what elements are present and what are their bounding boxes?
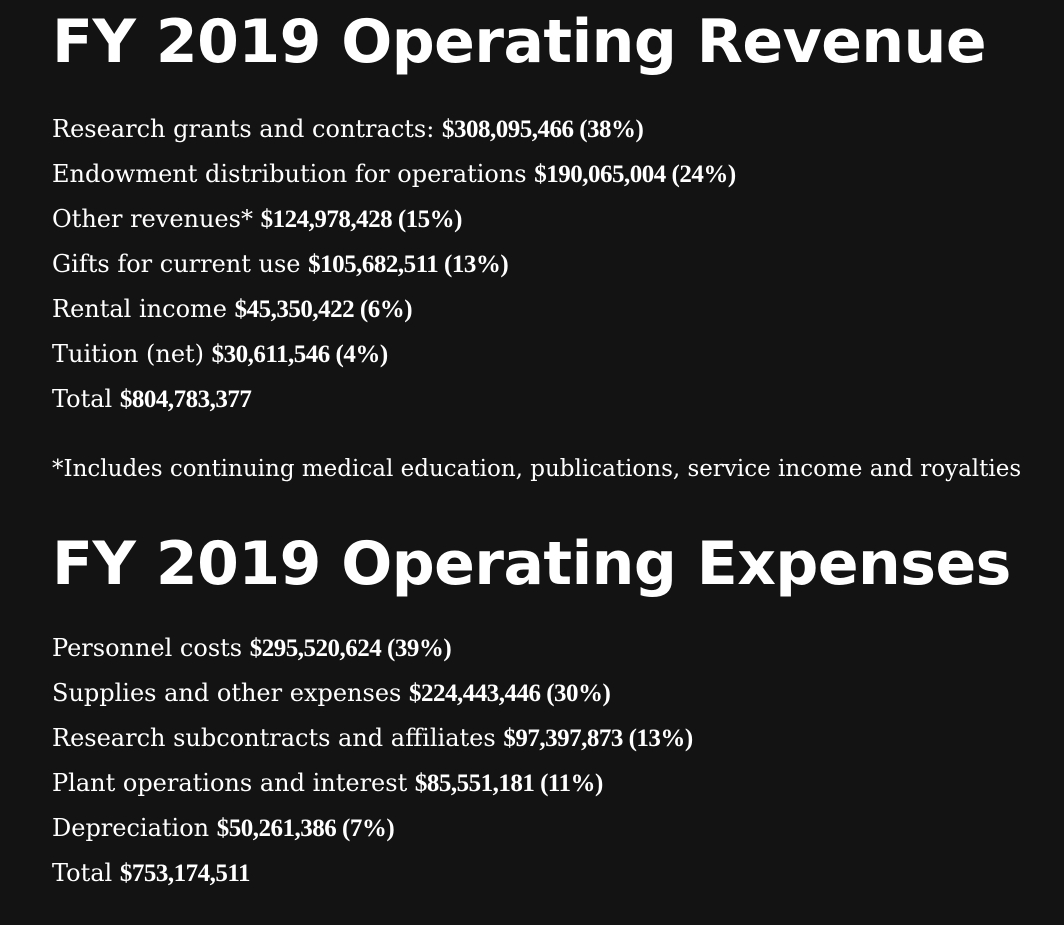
expense-item-value: $295,520,624 (39%): [249, 635, 452, 662]
revenue-item-other: Other revenues* $124,978,428 (15%): [52, 197, 736, 242]
revenue-total: Total $804,783,377: [52, 377, 736, 422]
expense-item-label: Depreciation: [52, 814, 210, 842]
revenue-item-value: $124,978,428 (15%): [260, 206, 463, 233]
revenue-item-tuition: Tuition (net) $30,611,546 (4%): [52, 332, 736, 377]
revenue-item-label: Tuition (net): [52, 340, 205, 368]
expense-total-label: Total: [52, 859, 113, 887]
expense-total-value: $753,174,511: [119, 860, 251, 887]
revenue-list: Research grants and contracts: $308,095,…: [52, 107, 736, 422]
expense-item-supplies: Supplies and other expenses $224,443,446…: [52, 671, 693, 716]
revenue-total-label: Total: [52, 385, 113, 413]
revenue-item-label: Other revenues*: [52, 205, 253, 233]
revenue-heading: FY 2019 Operating Revenue: [52, 7, 987, 77]
revenue-total-value: $804,783,377: [119, 386, 252, 413]
expense-item-value: $85,551,181 (11%): [414, 770, 604, 797]
revenue-item-value: $308,095,466 (38%): [441, 116, 644, 143]
revenue-item-rental: Rental income $45,350,422 (6%): [52, 287, 736, 332]
expense-item-label: Supplies and other expenses: [52, 679, 402, 707]
revenue-item-gifts: Gifts for current use $105,682,511 (13%): [52, 242, 736, 287]
revenue-item-value: $45,350,422 (6%): [234, 296, 413, 323]
expense-item-label: Personnel costs: [52, 634, 243, 662]
revenue-item-endowment: Endowment distribution for operations $1…: [52, 152, 736, 197]
revenue-item-label: Research grants and contracts:: [52, 115, 435, 143]
expense-item-plant-operations: Plant operations and interest $85,551,18…: [52, 761, 693, 806]
expense-item-depreciation: Depreciation $50,261,386 (7%): [52, 806, 693, 851]
expense-item-value: $97,397,873 (13%): [503, 725, 693, 752]
expense-list: Personnel costs $295,520,624 (39%) Suppl…: [52, 626, 693, 896]
expenses-heading: FY 2019 Operating Expenses: [52, 529, 1011, 599]
revenue-item-label: Gifts for current use: [52, 250, 301, 278]
expense-item-value: $224,443,446 (30%): [408, 680, 611, 707]
expense-item-label: Research subcontracts and affiliates: [52, 724, 496, 752]
revenue-item-label: Endowment distribution for operations: [52, 160, 527, 188]
revenue-item-value: $190,065,004 (24%): [534, 161, 736, 188]
revenue-item-label: Rental income: [52, 295, 227, 323]
revenue-item-value: $105,682,511 (13%): [308, 251, 509, 278]
revenue-item-research-grants: Research grants and contracts: $308,095,…: [52, 107, 736, 152]
revenue-footnote: *Includes continuing medical education, …: [52, 456, 1022, 482]
expense-item-value: $50,261,386 (7%): [216, 815, 395, 842]
revenue-item-value: $30,611,546 (4%): [211, 341, 389, 368]
expense-item-research-subcontracts: Research subcontracts and affiliates $97…: [52, 716, 693, 761]
expense-item-personnel: Personnel costs $295,520,624 (39%): [52, 626, 693, 671]
expense-total: Total $753,174,511: [52, 851, 693, 896]
expense-item-label: Plant operations and interest: [52, 769, 408, 797]
